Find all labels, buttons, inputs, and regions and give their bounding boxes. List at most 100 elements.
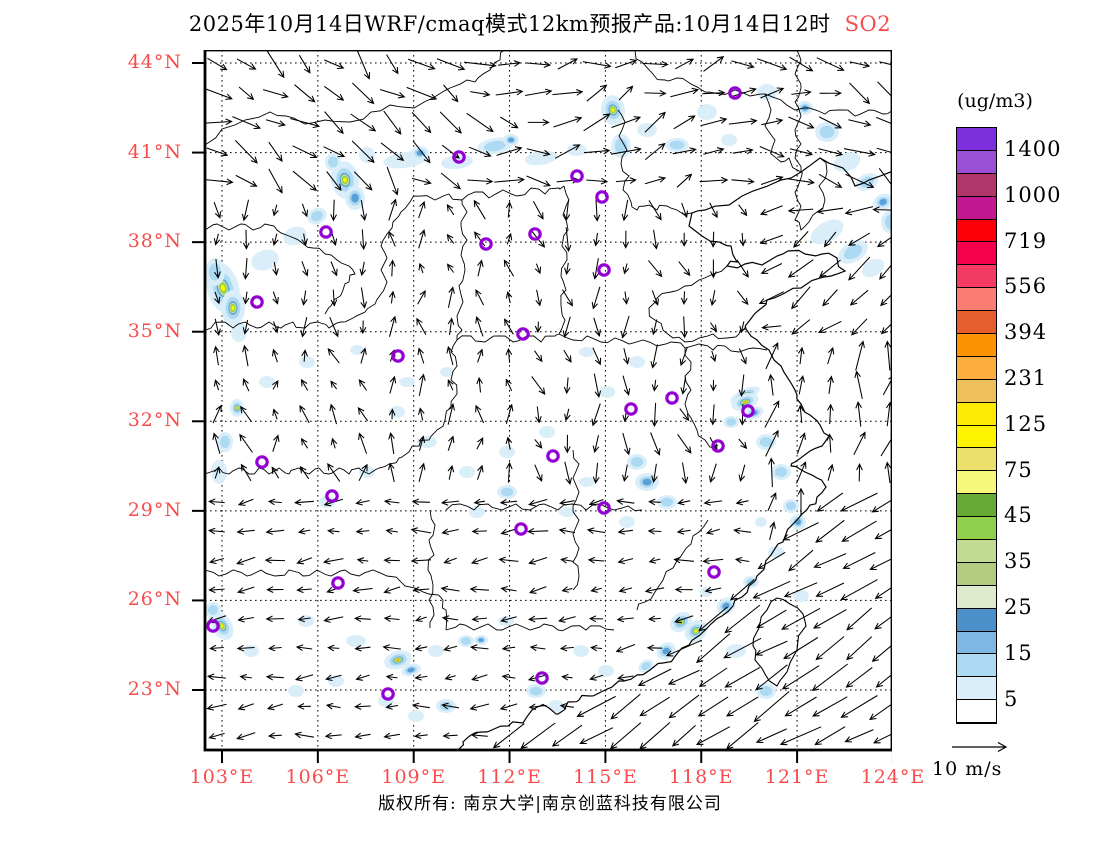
boundary-layer xyxy=(205,50,892,750)
legend-color-cell xyxy=(957,379,996,403)
wind-arrow-icon xyxy=(593,317,601,337)
station-marker-icon xyxy=(711,439,725,453)
wind-arrow-icon xyxy=(847,232,871,246)
wind-arrow-icon xyxy=(845,666,873,688)
wind-arrow-icon xyxy=(242,291,250,305)
lat-tick-label: 35°N xyxy=(127,319,182,342)
wind-arrow-icon xyxy=(473,199,486,220)
so2-spot-mid xyxy=(614,138,628,154)
wind-arrow-icon xyxy=(265,615,285,623)
wind-arrow-icon xyxy=(618,586,633,594)
province-border xyxy=(205,50,506,146)
wind-arrow-icon xyxy=(880,293,892,307)
wind-arrow-icon xyxy=(564,408,571,422)
wind-arrow-icon xyxy=(729,87,757,98)
wind-arrow-icon xyxy=(499,498,518,506)
wind-arrow-icon xyxy=(826,433,834,453)
so2-spot-mid xyxy=(759,437,773,447)
wind-arrow-icon xyxy=(447,464,455,480)
wind-arrow-icon xyxy=(677,433,692,454)
wind-arrow-icon xyxy=(553,116,583,128)
wind-arrow-icon xyxy=(563,200,571,222)
wind-arrow-icon xyxy=(811,663,849,692)
wind-arrow-icon xyxy=(239,433,253,453)
wind-arrow-icon xyxy=(324,732,342,740)
station-marker-icon xyxy=(331,576,345,590)
legend-color-cell xyxy=(957,425,996,449)
wind-arrow-icon xyxy=(698,606,728,632)
wind-arrow-icon xyxy=(503,259,515,277)
so2-spot-mid xyxy=(208,605,218,615)
legend-tick-label: 15 xyxy=(1004,640,1033,665)
legend-color-cell xyxy=(957,517,996,541)
wind-arrow-icon xyxy=(588,499,604,506)
wind-arrow-icon xyxy=(817,320,842,333)
lon-tick-label: 109°E xyxy=(381,766,446,788)
wind-arrow-icon xyxy=(528,557,548,565)
station-marker-icon xyxy=(250,295,264,309)
wind-arrow-icon xyxy=(784,696,817,717)
wind-arrow-icon xyxy=(411,177,432,186)
wind-arrow-icon xyxy=(301,349,308,362)
so2-spot-light xyxy=(579,347,595,357)
wind-arrow-icon xyxy=(207,57,228,71)
province-border xyxy=(427,509,436,629)
wind-arrow-icon xyxy=(443,84,459,103)
wind-arrow-icon xyxy=(681,202,689,219)
wind-arrow-icon xyxy=(816,207,844,215)
wind-arrow-icon xyxy=(702,89,726,97)
wind-arrow-icon xyxy=(492,723,525,749)
wind-arrow-icon xyxy=(327,463,341,482)
wind-arrow-icon xyxy=(496,146,523,156)
wind-arrow-icon xyxy=(593,373,602,398)
wind-arrow-icon xyxy=(441,702,459,710)
so2-spot-light xyxy=(417,436,437,448)
species-label: SO2 xyxy=(844,12,892,36)
wind-arrow-icon xyxy=(208,557,225,565)
province-border xyxy=(636,519,709,611)
wind-arrow-icon xyxy=(676,527,691,535)
wind-arrow-icon xyxy=(753,691,790,723)
wind-arrow-icon xyxy=(413,732,428,739)
wind-arrow-icon xyxy=(442,732,458,739)
province-border xyxy=(558,185,570,335)
wind-arrow-icon xyxy=(816,57,845,71)
wind-arrow-icon xyxy=(525,88,553,97)
wind-arrow-icon xyxy=(267,498,282,506)
wind-arrow-icon xyxy=(558,527,576,535)
wind-arrow-icon xyxy=(385,703,399,710)
wind-arrow-icon xyxy=(360,347,367,364)
wind-arrow-icon xyxy=(356,50,371,80)
wind-arrow-icon xyxy=(355,674,370,681)
wind-arrow-icon xyxy=(876,116,892,125)
wind-arrow-icon xyxy=(500,585,517,593)
wind-arrow-icon xyxy=(755,640,788,656)
wind-arrow-icon xyxy=(240,405,253,423)
wind-arrow-icon xyxy=(214,291,221,305)
wind-arrow-icon xyxy=(505,291,513,304)
so2-spot-mid xyxy=(483,140,507,152)
wind-arrow-icon xyxy=(590,586,602,593)
wind-arrow-icon xyxy=(650,432,661,456)
wind-arrow-icon xyxy=(874,615,892,630)
lat-tick-label: 26°N xyxy=(127,588,182,611)
so2-spot-light xyxy=(283,226,307,246)
wind-arrow-icon xyxy=(299,404,310,424)
province-border xyxy=(205,223,356,315)
so2-spot-mid xyxy=(669,140,685,150)
so2-spot-yellow xyxy=(220,284,226,292)
province-border xyxy=(205,193,463,331)
wind-arrow-icon xyxy=(755,664,788,691)
wind-arrow-icon xyxy=(501,644,516,652)
wind-arrow-icon xyxy=(646,644,663,652)
wind-arrow-icon xyxy=(477,464,484,480)
wind-arrow-icon xyxy=(854,370,863,399)
wind-arrow-icon xyxy=(559,702,574,710)
wind-arrow-icon xyxy=(236,732,256,741)
wind-arrow-icon xyxy=(301,290,308,306)
wind-arrow-icon xyxy=(642,60,669,68)
wind-arrow-icon xyxy=(879,61,892,69)
wind-arrow-icon xyxy=(242,319,250,335)
wind-arrow-icon xyxy=(418,228,426,249)
